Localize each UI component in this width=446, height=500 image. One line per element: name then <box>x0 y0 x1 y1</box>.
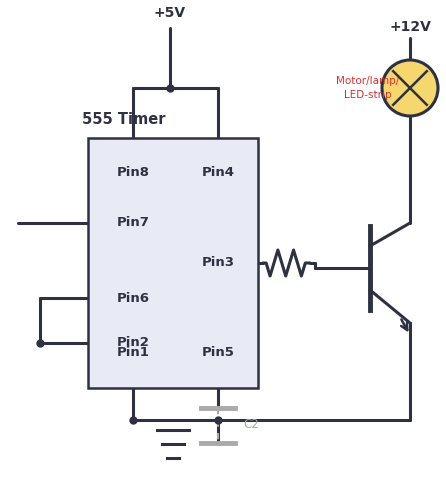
Text: +5V: +5V <box>154 6 186 20</box>
Text: Motor/lamp/
LED-strip: Motor/lamp/ LED-strip <box>336 76 400 100</box>
Text: 555 Timer: 555 Timer <box>82 112 165 128</box>
Text: Pin5: Pin5 <box>202 346 235 360</box>
Text: C2: C2 <box>243 418 259 432</box>
Text: Pin8: Pin8 <box>116 166 149 179</box>
Text: Pin2: Pin2 <box>116 336 149 349</box>
Text: Pin7: Pin7 <box>116 216 149 230</box>
Bar <box>88 138 258 388</box>
Circle shape <box>382 60 438 116</box>
Text: Pin4: Pin4 <box>202 166 235 179</box>
Text: Pin3: Pin3 <box>202 256 235 270</box>
Text: +12V: +12V <box>389 20 431 34</box>
Text: Pin6: Pin6 <box>116 292 149 304</box>
Text: Pin1: Pin1 <box>116 346 149 360</box>
